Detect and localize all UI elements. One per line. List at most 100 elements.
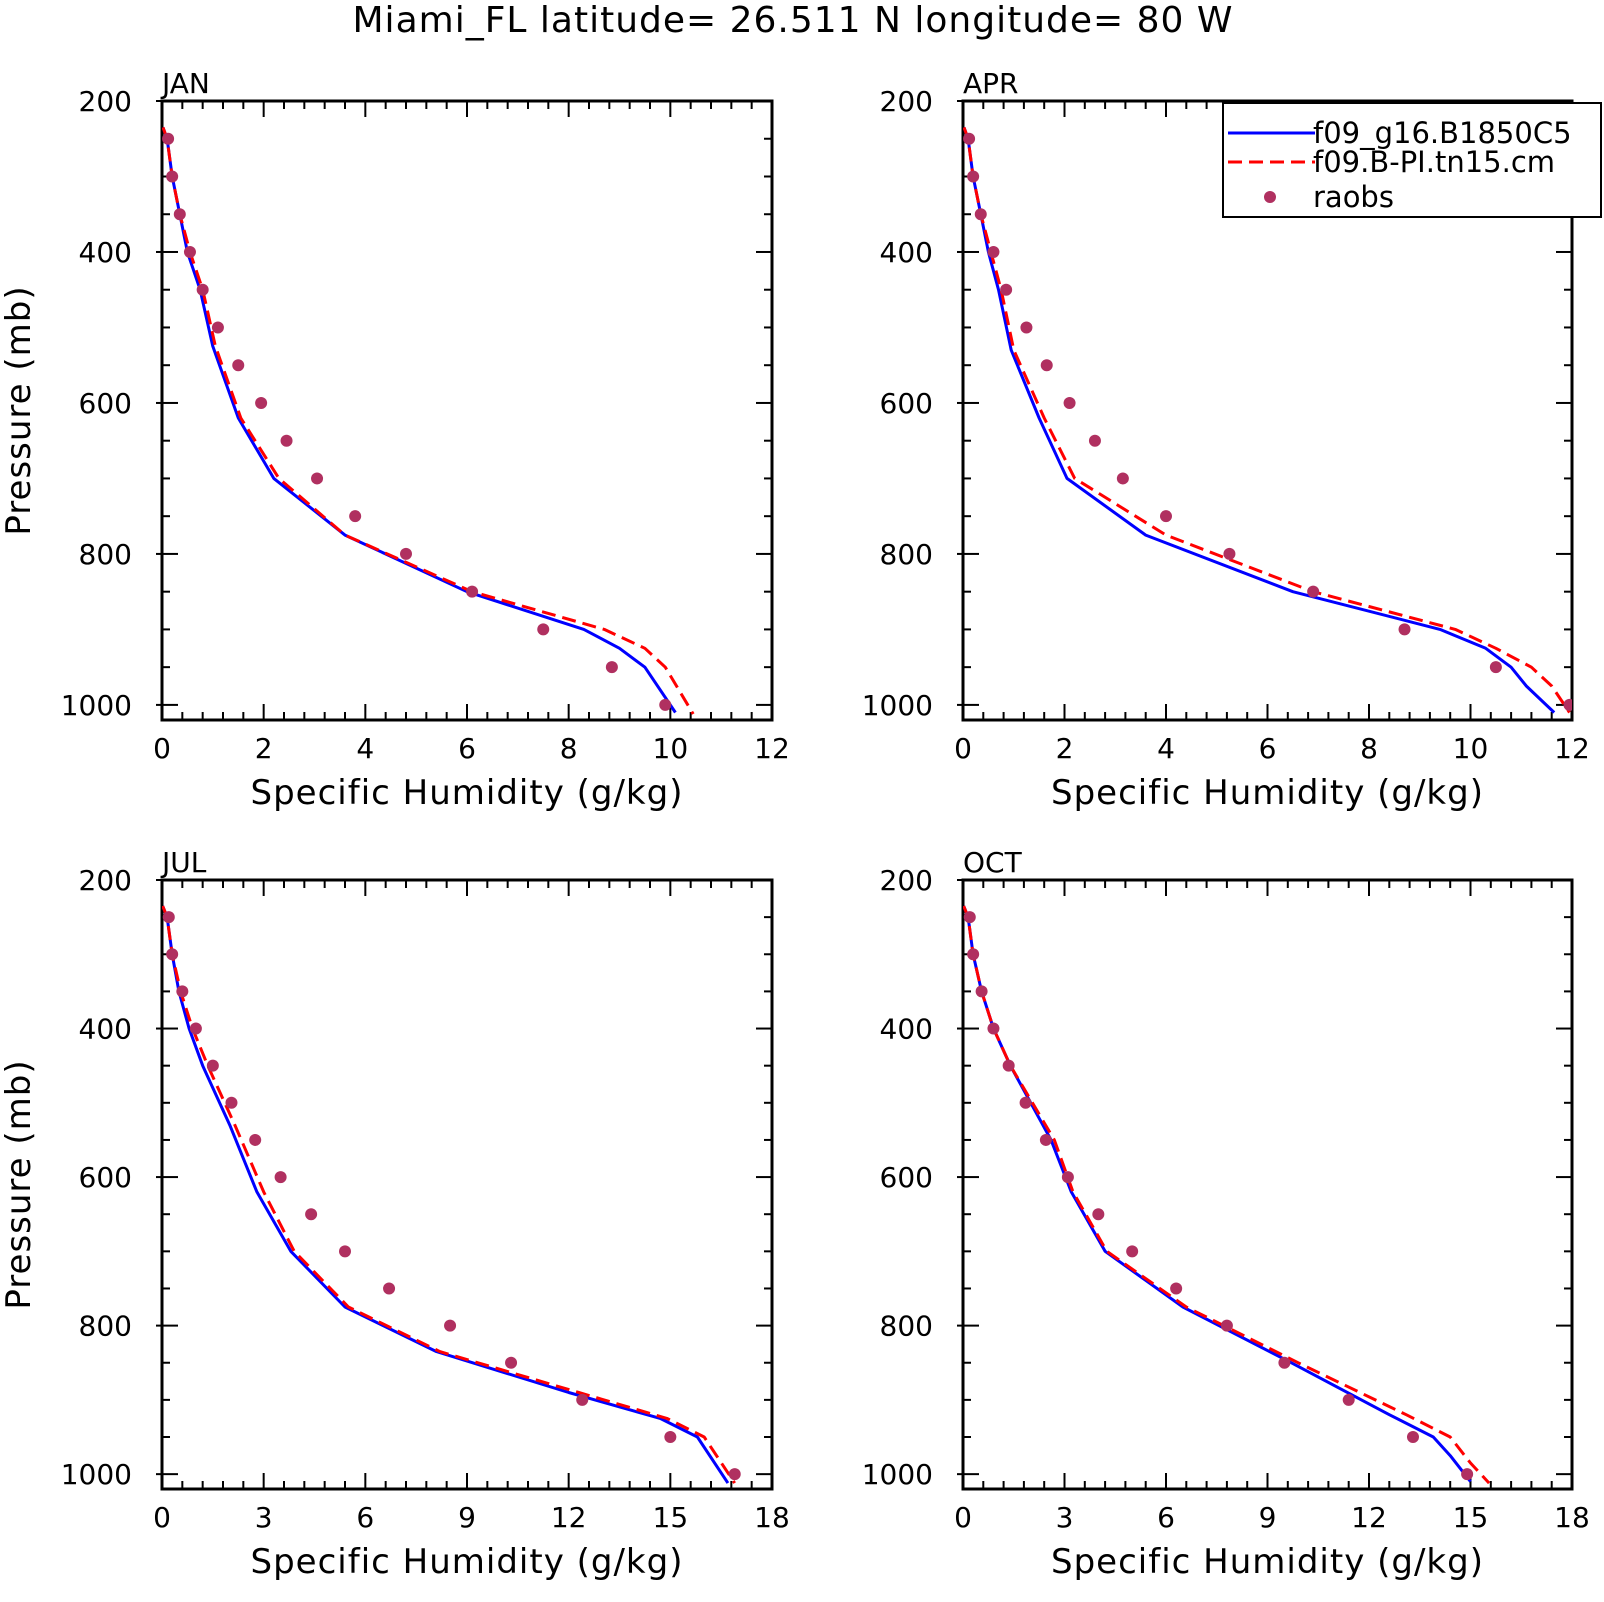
- raobs-point: [162, 132, 175, 145]
- raobs-point: [967, 170, 980, 183]
- raobs-point: [505, 1356, 518, 1369]
- y-tick-label: 600: [880, 1161, 933, 1194]
- raobs-point: [206, 1059, 219, 1072]
- legend-label: f09_g16.B1850C5: [1313, 116, 1572, 150]
- raobs-point: [305, 1208, 318, 1221]
- raobs-point: [383, 1282, 396, 1295]
- raobs-point: [1342, 1393, 1355, 1406]
- raobs-point: [1063, 396, 1076, 409]
- raobs-point: [659, 698, 672, 711]
- y-tick-label: 600: [880, 387, 933, 420]
- y-tick-label: 1000: [862, 1458, 933, 1491]
- y-tick-label: 200: [79, 85, 132, 118]
- x-tick-label: 15: [653, 1501, 689, 1534]
- panel-oct: OCT 0 3 6 9 12 15 18 200 400 600 800 1000 Specific Hu…: [862, 846, 1590, 1582]
- raobs-point: [1170, 1282, 1183, 1295]
- series-line-f09-g16: [963, 905, 1472, 1483]
- raobs-point: [1223, 547, 1236, 560]
- raobs-point: [1061, 1171, 1074, 1184]
- legend-label: f09.B-PI.tn15.cm: [1313, 145, 1555, 179]
- raobs-point: [1398, 623, 1411, 636]
- raobs-point: [967, 948, 980, 961]
- x-tick-label: 12: [551, 1501, 587, 1534]
- y-tick-label: 400: [880, 236, 933, 269]
- x-tick-label: 18: [1554, 1501, 1590, 1534]
- raobs-point: [605, 661, 618, 674]
- panel-jul: JUL 0 3 6 9 12 15 18 200 400 600 800 1000 Specific Hu…: [0, 846, 790, 1582]
- series-line-f09-g16: [162, 126, 677, 714]
- x-tick-label: 6: [356, 1501, 374, 1534]
- y-tick-label: 600: [79, 1161, 132, 1194]
- plot-data: [162, 126, 695, 715]
- y-axis-label: Pressure (mb): [0, 1059, 39, 1309]
- raobs-point: [349, 510, 362, 523]
- raobs-point: [189, 1022, 202, 1035]
- y-tick-label: 1000: [61, 1458, 132, 1491]
- x-tick-label: 12: [1351, 1501, 1387, 1534]
- raobs-point: [255, 396, 268, 409]
- raobs-point: [1220, 1319, 1233, 1332]
- y-tick-label: 200: [880, 85, 933, 118]
- y-tick-label: 200: [880, 864, 933, 897]
- plot-data: [162, 905, 741, 1484]
- x-tick-label: 6: [1157, 1501, 1175, 1534]
- raobs-point: [987, 1022, 1000, 1035]
- raobs-point: [1489, 661, 1502, 674]
- figure-title: Miami_FL latitude= 26.511 N longitude= 8…: [353, 0, 1234, 41]
- raobs-point: [225, 1096, 238, 1109]
- x-tick-label: 10: [653, 732, 689, 765]
- raobs-point: [311, 472, 324, 485]
- raobs-point: [1092, 1208, 1105, 1221]
- x-tick-label: 6: [1259, 732, 1277, 765]
- y-tick-label: 800: [79, 1310, 132, 1343]
- series-line-f09-b-pi: [963, 126, 1571, 714]
- x-tick-label: 4: [356, 732, 374, 765]
- raobs-point: [1000, 283, 1013, 296]
- raobs-point: [1039, 1133, 1052, 1146]
- raobs-point: [1020, 321, 1033, 334]
- y-tick-label: 1000: [61, 689, 132, 722]
- raobs-point: [963, 911, 976, 924]
- y-tick-label: 1000: [862, 689, 933, 722]
- raobs-point: [280, 434, 293, 447]
- panel-jan: JAN 0 2 4 6 8 10 12 200 400 600 800 1000 Specific Hum…: [0, 67, 790, 813]
- raobs-point: [339, 1245, 351, 1258]
- raobs-point: [274, 1171, 287, 1184]
- x-tick-label: 0: [153, 732, 171, 765]
- raobs-point: [975, 985, 988, 998]
- x-tick-label: 2: [1056, 732, 1074, 765]
- x-tick-label: 4: [1157, 732, 1175, 765]
- x-tick-label: 0: [954, 1501, 972, 1534]
- x-axis-label: Specific Humidity (g/kg): [251, 773, 684, 813]
- series-line-f09-b-pi: [162, 905, 736, 1484]
- series-line-f09-b-pi: [963, 905, 1491, 1485]
- y-tick-label: 400: [880, 1013, 933, 1046]
- x-tick-label: 12: [754, 732, 790, 765]
- raobs-point: [166, 948, 179, 961]
- y-tick-label: 800: [880, 538, 933, 571]
- x-tick-label: 2: [255, 732, 273, 765]
- x-axis-label: Specific Humidity (g/kg): [1051, 773, 1484, 813]
- raobs-point: [664, 1431, 677, 1444]
- raobs-point: [1040, 359, 1053, 372]
- panel-apr: APR 0 2 4 6 8 10 12 200 400 600 800 1000 Specific Hum…: [862, 67, 1590, 813]
- x-tick-label: 8: [1360, 732, 1378, 765]
- raobs-point: [211, 321, 224, 334]
- raobs-point: [728, 1468, 741, 1481]
- raobs-point: [1019, 1096, 1032, 1109]
- raobs-point: [1116, 472, 1129, 485]
- y-tick-label: 400: [79, 1013, 132, 1046]
- raobs-point: [249, 1133, 262, 1146]
- panel-title: JUL: [160, 846, 207, 879]
- raobs-point: [576, 1393, 589, 1406]
- x-axis-label: Specific Humidity (g/kg): [1051, 1542, 1484, 1582]
- raobs-point: [1307, 585, 1320, 598]
- raobs-point: [1406, 1431, 1419, 1444]
- series-line-f09-b-pi: [162, 126, 695, 715]
- legend-box: [1222, 102, 1602, 218]
- series-line-f09-g16: [162, 905, 730, 1484]
- x-tick-label: 3: [1056, 1501, 1074, 1534]
